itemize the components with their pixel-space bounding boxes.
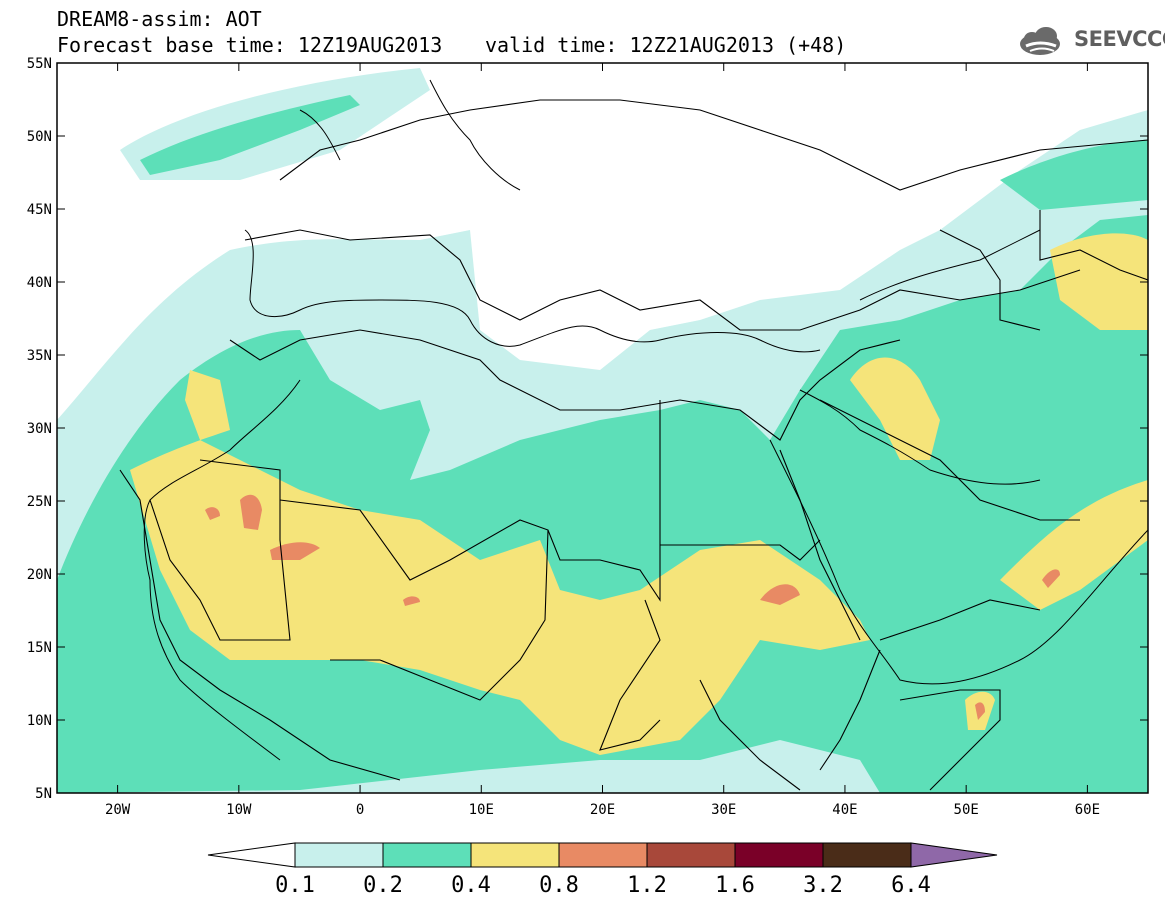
coastlines xyxy=(143,79,1148,761)
lat-tick-label: 5N xyxy=(35,786,52,802)
country-borders xyxy=(119,99,1148,791)
lon-axis: 20W 10W 0 10E 20E 30E 40E 50E 60E xyxy=(105,63,1100,818)
colorbar-swatch xyxy=(822,842,912,868)
colorbar-over-arrow xyxy=(910,842,998,868)
logo-text: SEEVCCC xyxy=(1074,27,1165,51)
colorbar-level-label: 0.8 xyxy=(539,873,579,898)
colorbar-level-label: 1.6 xyxy=(715,873,755,898)
valid-time: valid time: 12Z21AUG2013 (+48) xyxy=(485,33,847,57)
lat-tick-label: 15N xyxy=(27,640,52,656)
lat-axis: 55N 50N 45N 40N 35N 30N 25N 20N 15N 10N 5N xyxy=(27,56,1148,802)
lon-tick-label: 60E xyxy=(1075,802,1100,818)
lon-tick-label: 10W xyxy=(226,802,252,818)
lat-tick-label: 30N xyxy=(27,421,52,437)
lon-tick-label: 30E xyxy=(711,802,736,818)
colorbar-swatch xyxy=(382,842,472,868)
lat-tick-label: 25N xyxy=(27,494,52,510)
colorbar-level-label: 0.2 xyxy=(363,873,403,898)
lat-tick-label: 50N xyxy=(27,129,52,145)
lat-tick-label: 45N xyxy=(27,202,52,218)
colorbar-level-label: 0.4 xyxy=(451,873,491,898)
lon-tick-label: 40E xyxy=(832,802,857,818)
colorbar-level-label: 3.2 xyxy=(803,873,843,898)
lon-tick-label: 10E xyxy=(469,802,494,818)
colorbar-level-label: 0.1 xyxy=(275,873,315,898)
colorbar-level-label: 1.2 xyxy=(627,873,667,898)
model-title: DREAM8-assim: AOT xyxy=(57,7,262,31)
lat-tick-label: 55N xyxy=(27,56,52,72)
colorbar-swatch xyxy=(294,842,384,868)
aot-field xyxy=(57,63,1148,793)
colorbar-swatch xyxy=(558,842,648,868)
lat-tick-label: 35N xyxy=(27,348,52,364)
lat-tick-label: 40N xyxy=(27,275,52,291)
colorbar-level-label: 6.4 xyxy=(891,873,931,898)
colorbar xyxy=(207,842,998,868)
colorbar-swatch xyxy=(646,842,736,868)
colorbar-swatch xyxy=(470,842,560,868)
aot-contour-0.8 xyxy=(240,494,262,530)
lon-tick-label: 50E xyxy=(954,802,979,818)
cloud-logo-icon xyxy=(1020,27,1060,55)
aot-contour-0.4 xyxy=(130,370,870,755)
forecast-base-time: Forecast base time: 12Z19AUG2013 xyxy=(57,33,443,57)
lat-tick-label: 20N xyxy=(27,567,52,583)
lon-tick-label: 0 xyxy=(356,802,364,818)
colorbar-under-arrow xyxy=(207,842,296,868)
colorbar-swatch xyxy=(734,842,824,868)
lon-tick-label: 20W xyxy=(105,802,131,818)
lat-tick-label: 10N xyxy=(27,713,52,729)
lon-tick-label: 20E xyxy=(590,802,615,818)
